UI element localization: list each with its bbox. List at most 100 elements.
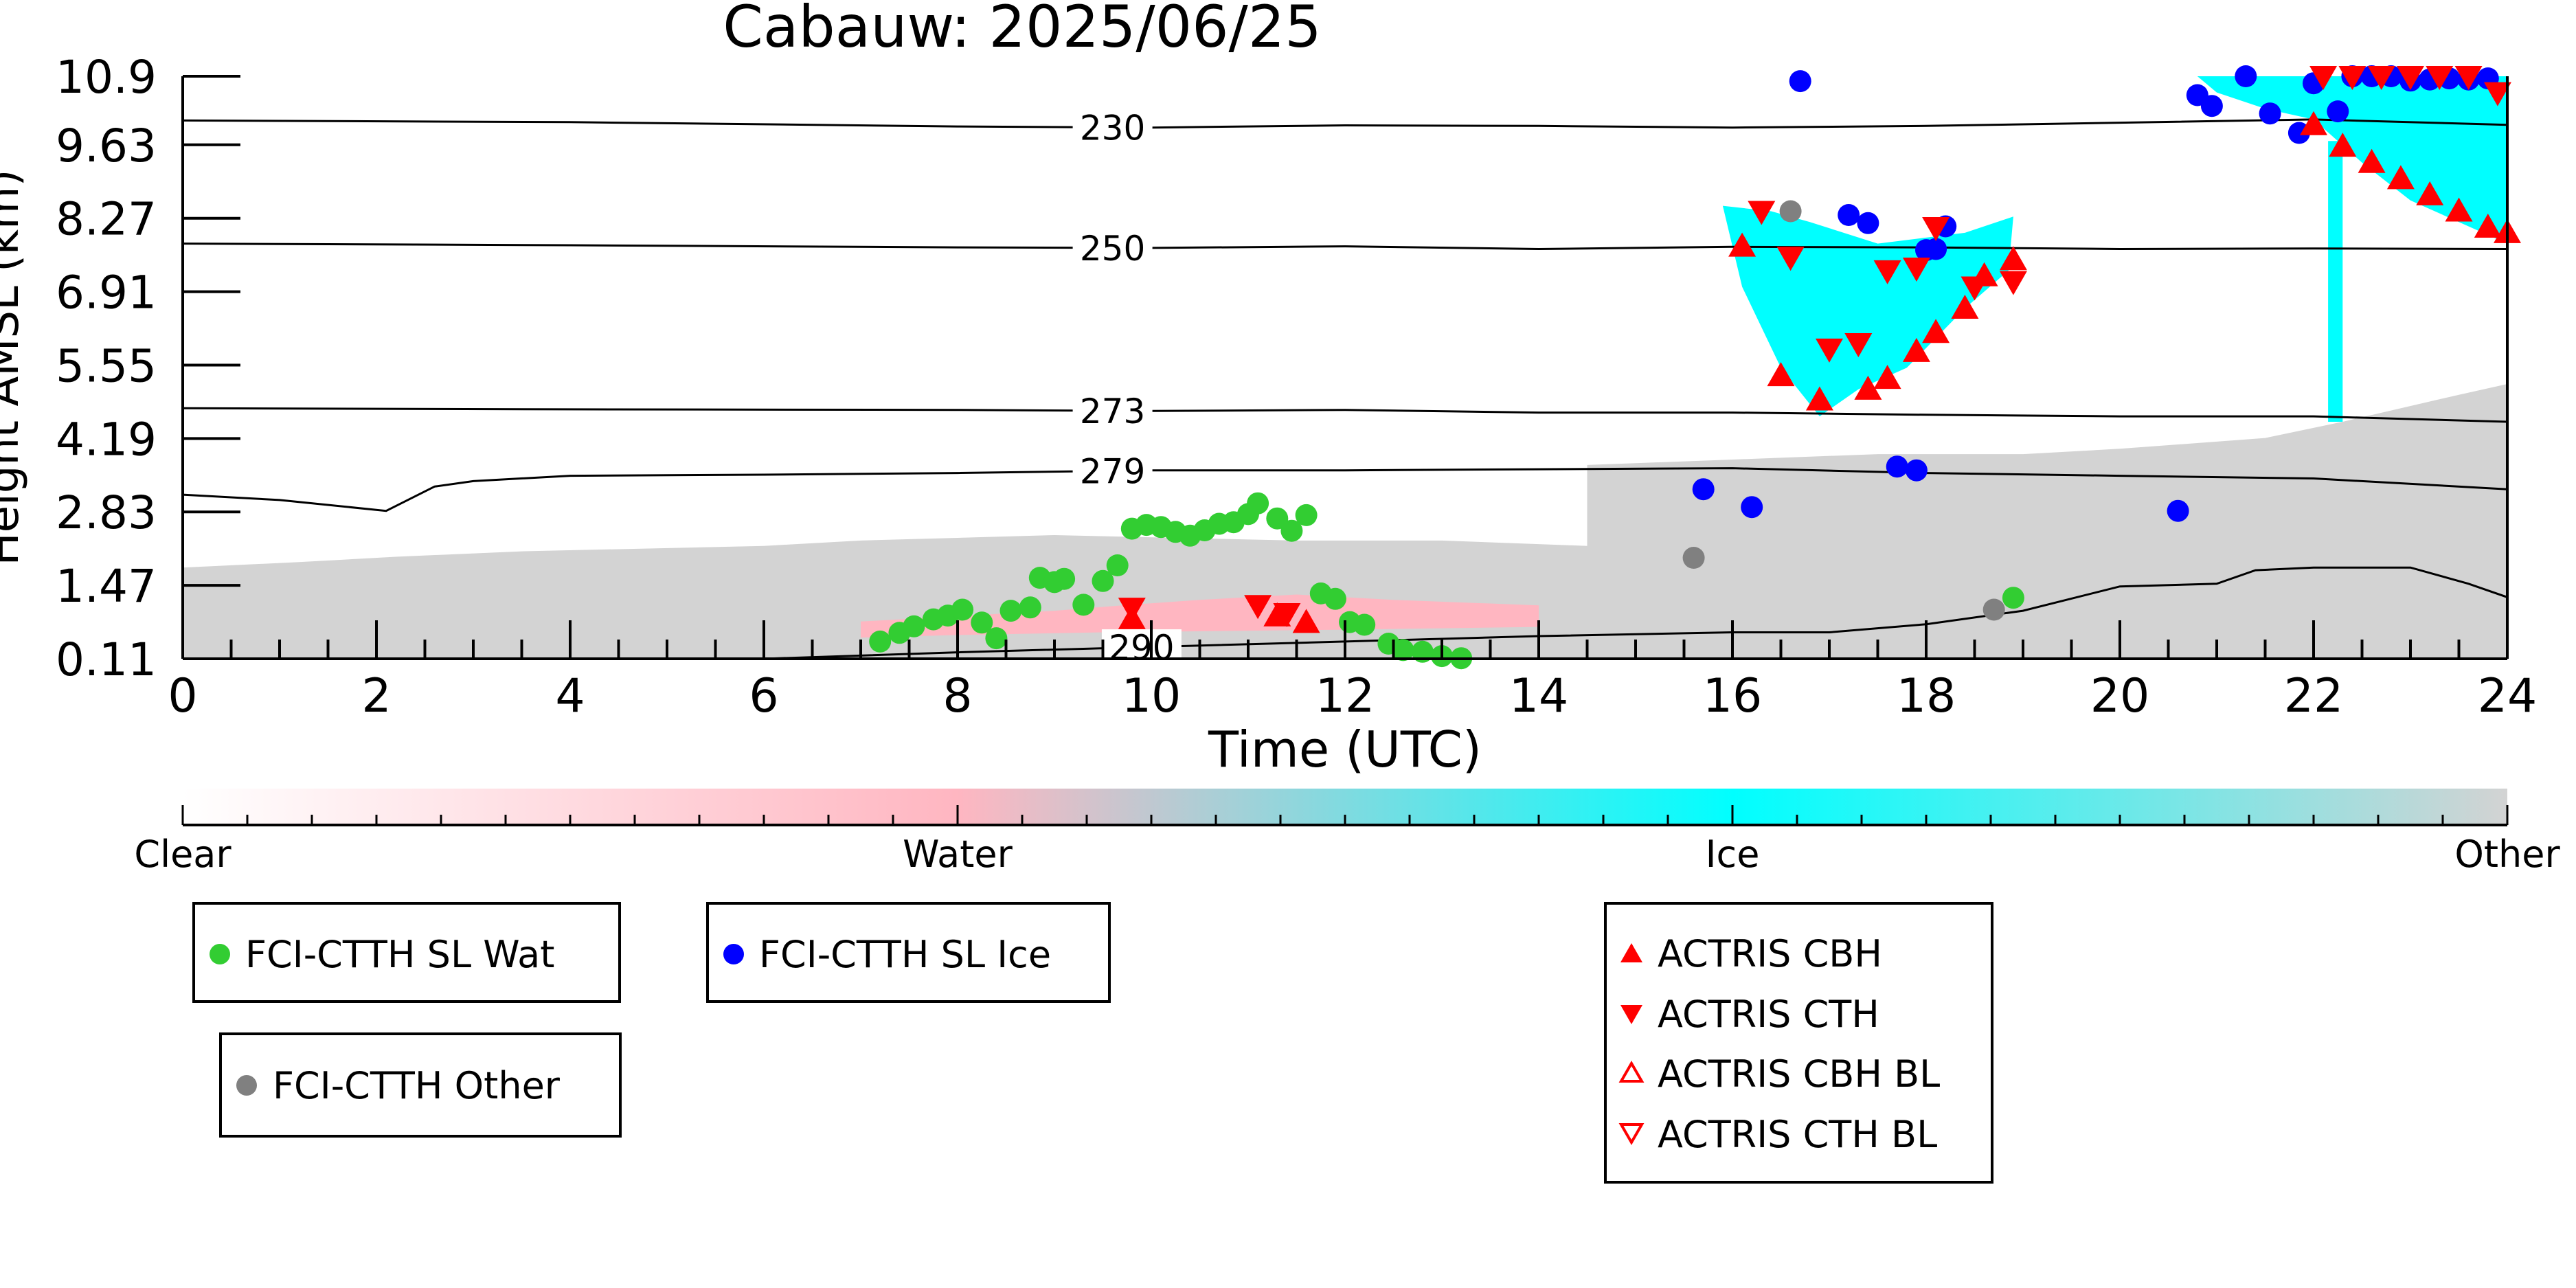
actris-cth-point bbox=[2426, 66, 2454, 90]
fci-ctth-sl-wat-point bbox=[1092, 569, 1114, 592]
actris-cth-point bbox=[1118, 598, 1146, 622]
legend-cbh-label: ACTRIS CBH bbox=[1658, 932, 1882, 975]
legend-other: FCI-CTTH Other bbox=[219, 1032, 622, 1138]
fci-ctth-sl-wat-point bbox=[869, 630, 892, 653]
fci-ctth-sl-wat-point bbox=[1019, 596, 1041, 619]
colorbar: Clear Water Ice Other bbox=[134, 789, 2560, 876]
contour-250 bbox=[183, 242, 2507, 251]
x-tick-label: 20 bbox=[2090, 669, 2150, 723]
actris-cth-point bbox=[1922, 217, 1950, 242]
actris-cbh-point bbox=[1922, 319, 1950, 343]
actris-cbh-point bbox=[1854, 375, 1882, 400]
contour-273 bbox=[183, 407, 2507, 423]
legend-other-label: FCI-CTTH Other bbox=[273, 1064, 561, 1107]
fci-ctth-sl-ice-point bbox=[1905, 459, 1928, 482]
y-tick-label: 6.91 bbox=[56, 267, 157, 319]
fci-ctth-other-point bbox=[1682, 547, 1705, 569]
x-tick-label: 8 bbox=[942, 669, 972, 723]
actris-cbh-point bbox=[1805, 386, 1833, 411]
x-tick-label: 22 bbox=[2284, 669, 2344, 723]
fci-ctth-sl-wat-point bbox=[1266, 507, 1289, 530]
contour-label-bg-273 bbox=[1072, 392, 1153, 429]
fci-ctth-sl-wat-point bbox=[985, 627, 1008, 650]
fci-ctth-sl-wat-point bbox=[1247, 492, 1269, 515]
x-tick-label: 10 bbox=[1122, 669, 1182, 723]
x-tick-label: 16 bbox=[1703, 669, 1763, 723]
y-tick-label: 2.83 bbox=[56, 486, 157, 539]
y-tick-label: 10.9 bbox=[56, 51, 157, 104]
y-tick-label: 8.27 bbox=[56, 193, 157, 246]
actris-cth-point bbox=[1902, 257, 1930, 282]
fci-ctth-sl-ice-point bbox=[1857, 212, 1879, 234]
contour-label-279: 279 bbox=[1080, 452, 1145, 492]
actris-cbh-point bbox=[2300, 111, 2327, 135]
legend-cth-bl-label: ACTRIS CTH BL bbox=[1658, 1113, 1937, 1156]
retrieval-markers bbox=[869, 65, 2521, 670]
actris-cth-point bbox=[1816, 338, 1843, 363]
x-axis-label: Time (UTC) bbox=[1208, 721, 1482, 778]
fci-ctth-other-point bbox=[1982, 598, 2005, 621]
legend-ice: FCI-CTTH SL Ice bbox=[706, 902, 1111, 1003]
legend-water-label: FCI-CTTH SL Wat bbox=[245, 933, 554, 976]
fci-ctth-sl-wat-point bbox=[1053, 567, 1076, 590]
fci-ctth-sl-wat-point bbox=[1072, 594, 1095, 616]
legend-water-box bbox=[192, 902, 621, 1003]
actris-cbh-point bbox=[2474, 214, 2502, 238]
actris-cbh-point bbox=[2445, 197, 2473, 222]
actris-cbh-point bbox=[1902, 337, 1930, 362]
actris-cbh-point bbox=[1999, 246, 2027, 271]
x-tick-label: 12 bbox=[1315, 669, 1375, 723]
fci-ctth-sl-wat-point bbox=[1280, 519, 1303, 542]
actris-cth-point bbox=[2338, 66, 2366, 90]
fci-ctth-sl-wat-point bbox=[2002, 587, 2024, 609]
fci-ctth-sl-ice-point bbox=[2327, 100, 2349, 123]
colorbar-labels: Clear Water Ice Other bbox=[134, 833, 2560, 876]
actris-cth-point bbox=[1873, 260, 1901, 284]
actris-cbh-point bbox=[1767, 362, 1795, 387]
y-tick-label: 1.47 bbox=[56, 560, 157, 613]
contour-label-290: 290 bbox=[1109, 628, 1174, 668]
y-tick-label: 4.19 bbox=[56, 413, 157, 466]
legend-water-marker bbox=[210, 944, 230, 964]
fci-ctth-sl-wat-point bbox=[1324, 587, 1346, 610]
legend-cth-bl-marker bbox=[1618, 1123, 1645, 1146]
legend-cbh-bl-label: ACTRIS CBH BL bbox=[1658, 1052, 1940, 1096]
contour-230 bbox=[183, 118, 2507, 129]
actris-cth-point bbox=[2309, 66, 2338, 90]
actris-cth-point bbox=[2397, 66, 2424, 90]
x-tick-label: 4 bbox=[555, 669, 585, 723]
fci-ctth-sl-wat-point bbox=[1295, 504, 1318, 526]
fci-ctth-sl-wat-point bbox=[903, 615, 925, 637]
fci-ctth-sl-ice-point bbox=[2200, 95, 2223, 117]
actris-cth-point bbox=[1776, 247, 1805, 271]
region-other-0 bbox=[183, 384, 2507, 659]
contour-label-bg-290 bbox=[1101, 629, 1182, 659]
colorbar-label-other: Other bbox=[2454, 833, 2560, 876]
actris-cth-point bbox=[1844, 333, 1873, 358]
legend-cbh-marker bbox=[1620, 943, 1642, 962]
actris-cth-point bbox=[1273, 602, 1301, 627]
fci-ctth-sl-wat-point bbox=[951, 598, 974, 621]
legend-cth-label: ACTRIS CTH bbox=[1658, 993, 1879, 1036]
legend-ice-marker bbox=[723, 944, 744, 964]
actris-cth-point bbox=[2454, 66, 2483, 90]
chart-title: Cabauw: 2025/06/25 bbox=[723, 0, 1321, 60]
y-tick-label: 5.55 bbox=[56, 339, 157, 392]
legend-cth-marker bbox=[1620, 1005, 1642, 1024]
contour-label-bg-230 bbox=[1072, 109, 1153, 146]
contour-label-bg-250 bbox=[1072, 229, 1153, 266]
fci-ctth-sl-wat-point bbox=[1106, 554, 1129, 576]
x-tick-label: 24 bbox=[2478, 669, 2538, 723]
x-tick-label: 6 bbox=[749, 669, 778, 723]
actris-cbh-point bbox=[2416, 181, 2444, 205]
legend-actris: ACTRIS CBH ACTRIS CTH ACTRIS CBH BL ACTR… bbox=[1604, 902, 1993, 1184]
x-ticks: 0 2 4 6 8 10 12 14 16 18 20 22 24 bbox=[168, 620, 2537, 723]
colorbar-label-ice: Ice bbox=[1706, 833, 1760, 876]
colorbar-label-clear: Clear bbox=[134, 833, 231, 876]
fci-ctth-sl-ice-point bbox=[2259, 102, 2281, 125]
x-tick-label: 18 bbox=[1897, 669, 1956, 723]
fci-ctth-sl-ice-point bbox=[1741, 496, 1763, 519]
actris-cth-point bbox=[1961, 276, 1989, 301]
contour-label-250: 250 bbox=[1080, 229, 1145, 269]
fci-ctth-sl-ice-point bbox=[2167, 499, 2189, 522]
